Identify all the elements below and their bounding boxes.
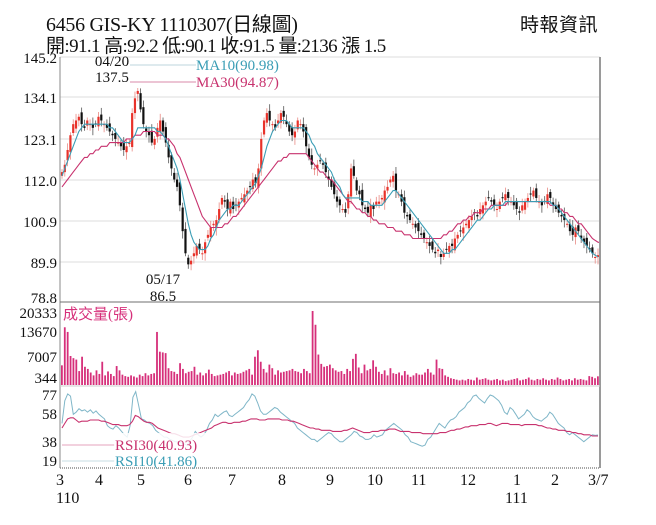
volume-ytick: 344	[35, 371, 58, 387]
price-ytick: 134.1	[23, 91, 57, 107]
rsi10-legend: RSI10(41.86)	[115, 454, 197, 470]
rsi-ytick: 38	[42, 435, 57, 451]
price-ytick: 123.1	[23, 133, 57, 149]
price-grid	[60, 56, 600, 263]
ma10-line	[61, 119, 599, 258]
rsi30-legend: RSI30(40.93)	[115, 438, 197, 454]
rsi-y-axis: 77 58 38 19	[42, 388, 58, 470]
ma10-legend: MA10(90.98)	[196, 58, 279, 74]
rsi-legend: RSI30(40.93) RSI10(41.86)	[62, 433, 206, 470]
x-tick: 6	[184, 472, 192, 489]
x-tick: 1	[513, 472, 521, 489]
rsi-ytick: 77	[42, 388, 58, 404]
price-ytick: 112.0	[24, 174, 57, 190]
year-label: 111	[505, 490, 528, 507]
x-tick: 4	[95, 472, 103, 489]
x-tick: 9	[326, 472, 334, 489]
x-tick: 5	[137, 472, 145, 489]
volume-y-axis: 20333 13670 7007 344	[20, 306, 58, 387]
low-value-label: 86.5	[150, 289, 176, 305]
chart-frame	[59, 57, 601, 469]
x-axis: 3 4 5 6 7 8 9 10 11 12 1 2 3/7 110 111	[56, 472, 608, 507]
rsi-ytick: 19	[42, 454, 57, 470]
x-tick: 2	[551, 472, 559, 489]
rsi-ytick: 58	[42, 407, 57, 423]
price-ytick: 145.2	[23, 51, 57, 67]
volume-bars	[61, 311, 599, 385]
rsi30-line	[61, 414, 598, 438]
high-value-label: 137.5	[95, 70, 129, 86]
ma-legend: MA10(90.98) MA30(94.87)	[130, 58, 279, 91]
ma30-legend: MA30(94.87)	[196, 75, 279, 91]
volume-ytick: 7007	[27, 350, 58, 366]
x-tick: 3/7	[588, 472, 608, 489]
volume-title: 成交量(張)	[63, 305, 133, 323]
price-y-axis: 145.2 134.1 123.1 112.0 100.9 89.9 78.8	[23, 51, 57, 307]
data-source-label: 時報資訊	[520, 15, 599, 36]
x-tick: 10	[367, 472, 383, 489]
price-ytick: 78.8	[31, 291, 57, 307]
price-annotations: 04/20 137.5 05/17 86.5	[95, 54, 181, 305]
quote-summary: 開:91.1 高:92.2 低:90.1 收:91.5 量:2136 漲 1.5	[46, 36, 386, 57]
volume-ytick: 13670	[20, 325, 58, 341]
x-tick: 12	[460, 472, 476, 489]
volume-ytick: 20333	[20, 306, 58, 322]
chart-title: 6456 GIS-KY 1110307(日線圖)	[46, 14, 298, 36]
x-tick: 3	[56, 472, 64, 489]
year-label: 110	[56, 490, 79, 507]
x-tick: 8	[278, 472, 286, 489]
low-date-label: 05/17	[146, 272, 181, 288]
x-tick: 7	[228, 472, 236, 489]
x-tick: 11	[411, 472, 426, 489]
high-date-label: 04/20	[95, 54, 129, 70]
rsi10-line	[61, 390, 599, 447]
price-ytick: 89.9	[31, 256, 57, 272]
price-ytick: 100.9	[23, 215, 57, 231]
